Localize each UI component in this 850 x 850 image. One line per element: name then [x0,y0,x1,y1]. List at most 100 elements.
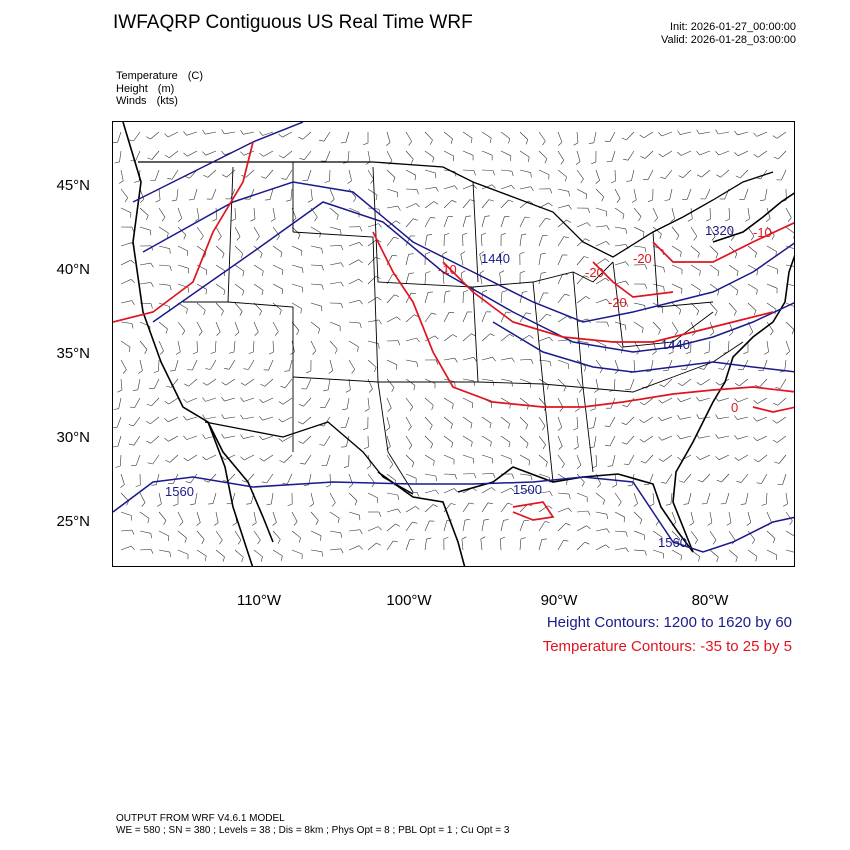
wind-barb-feather [471,441,473,447]
wind-barb [720,169,730,178]
wind-barb [443,503,452,513]
wind-barb [348,207,360,213]
wind-barb [633,511,643,520]
wind-barb-feather [604,140,610,142]
wind-barb [709,264,720,272]
wind-barb [633,549,646,552]
wind-barb [557,315,568,323]
wind-barb-feather [625,228,628,234]
temp-label: -20 [608,295,627,310]
wind-barb [709,226,716,237]
height-contour [152,201,794,353]
wind-barb [405,235,411,247]
wind-barb-feather [772,439,778,443]
wind-barb-feather [510,487,515,492]
wind-barb-feather [202,151,207,156]
wind-barb-feather [432,157,435,163]
wind-barb [538,521,546,532]
wind-barb-feather [674,331,679,336]
wind-barb-feather [183,152,188,157]
wind-barb [595,528,607,532]
new-england-coast [712,192,794,243]
wind-barb-feather [222,174,227,178]
wind-barb-feather [761,503,767,506]
wind-barb-feather [584,541,590,545]
wind-barb-feather [776,554,778,561]
wind-barb-feather [511,381,513,387]
wind-barb [346,397,350,409]
wind-barb-feather [734,457,739,461]
wind-barb-feather [415,203,420,208]
wind-barb-feather [754,252,757,258]
wind-barb [481,520,485,532]
wind-barb-feather [756,289,758,295]
wind-barb-feather [677,130,681,135]
wind-barb [139,282,151,285]
wind-barb-feather [578,388,583,393]
wind-barb-feather [395,523,400,527]
wind-barb-feather [240,434,244,439]
wind-barb-feather [297,234,301,240]
wind-barb [196,283,207,290]
wind-barb [462,473,475,475]
wind-barb-feather [203,310,206,316]
wind-barb-feather [387,407,392,412]
wind-barb-feather [278,133,283,138]
wind-barb-feather [605,241,610,246]
wind-barb [253,207,256,220]
wind-barb [557,523,567,532]
wind-barb-feather [286,199,291,202]
wind-barb [766,302,777,310]
wind-barb [329,245,342,247]
wind-barb [737,397,749,403]
wind-barb-feather [736,480,742,483]
wind-barb [234,302,243,312]
wind-barb [627,150,635,161]
wind-barb [424,454,435,462]
height-legend: Height Contours: 1200 to 1620 by 60 [546,614,792,631]
country-borders [138,161,774,495]
wind-barb [644,150,654,159]
wind-barb [766,321,774,332]
wind-barb [171,169,179,180]
wind-barb-feather [519,251,525,255]
wind-barb [595,454,597,467]
wind-barb-feather [660,537,663,543]
wind-barb-feather [735,557,738,562]
wind-barb [405,188,418,190]
wind-barb [158,245,170,249]
wind-barb [367,169,374,180]
wind-barb [690,226,698,237]
wind-barb-feather [492,357,496,362]
wind-barb-feather [430,443,433,449]
wind-barb-feather [640,460,646,464]
wind-barb [348,378,351,390]
wind-barb-feather [575,161,581,165]
wind-barb [307,169,312,181]
wind-barb-feather [412,521,418,524]
wind-barb [739,378,749,387]
wind-barb-feather [509,333,515,337]
wind-barb [500,454,512,460]
wind-barb [120,378,123,391]
wind-barb [671,245,682,253]
temp-label: -20 [585,265,604,280]
wind-barb [196,321,203,332]
wind-barb [152,454,160,465]
wind-barb-feather [503,519,509,521]
wind-barb [519,435,529,444]
wind-barb [557,188,569,192]
wind-barb [718,435,730,439]
wind-barb [538,416,546,427]
wind-barb [207,169,217,178]
wind-barb-feather [586,222,591,227]
wind-barb-feather [250,218,256,222]
wind-barb [234,321,240,333]
wind-barb [500,199,509,209]
wind-barb [500,503,508,513]
wind-barb-feather [248,351,254,354]
wind-barb [367,542,377,551]
wind-barb-feather [772,420,778,424]
wind-barb [747,283,758,290]
wind-barb-feather [115,465,121,468]
